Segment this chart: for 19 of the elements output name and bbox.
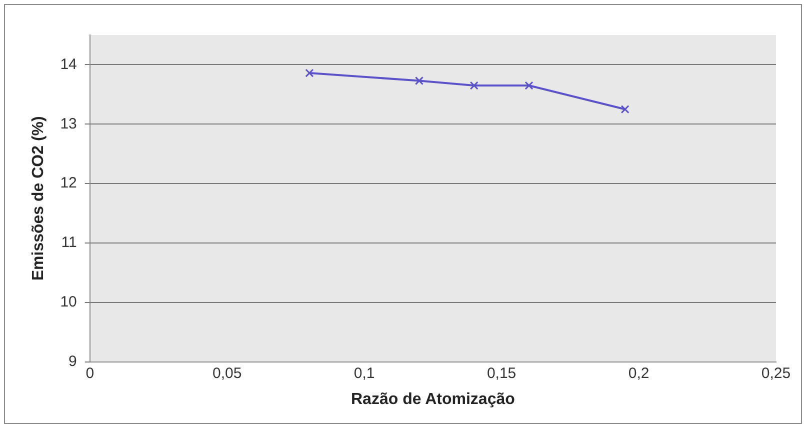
y-tick-label: 9	[68, 352, 77, 370]
point	[414, 76, 424, 86]
point	[305, 68, 314, 78]
y-tick-label: 12	[60, 174, 77, 192]
x-tick-label: 0,25	[761, 364, 791, 382]
y-tick-label: 10	[60, 294, 77, 311]
point	[470, 81, 478, 90]
y-tick-label: 14	[60, 56, 77, 73]
y-tick-label: 11	[61, 234, 77, 252]
x-tick-label: 0,15	[486, 364, 516, 382]
y-tick-label: 13	[60, 115, 77, 132]
x-axis-title: Razão de Atomização	[350, 390, 516, 408]
point	[524, 81, 534, 90]
x-tick-label: 0,05	[212, 364, 242, 382]
x-tick-label: 0,1	[354, 364, 375, 382]
y-axis-title: Emissões de CO2 (%)	[30, 116, 48, 281]
point	[620, 104, 630, 114]
x-tick-label: 0	[86, 364, 94, 382]
x-tick-label: 0,2	[628, 364, 650, 382]
